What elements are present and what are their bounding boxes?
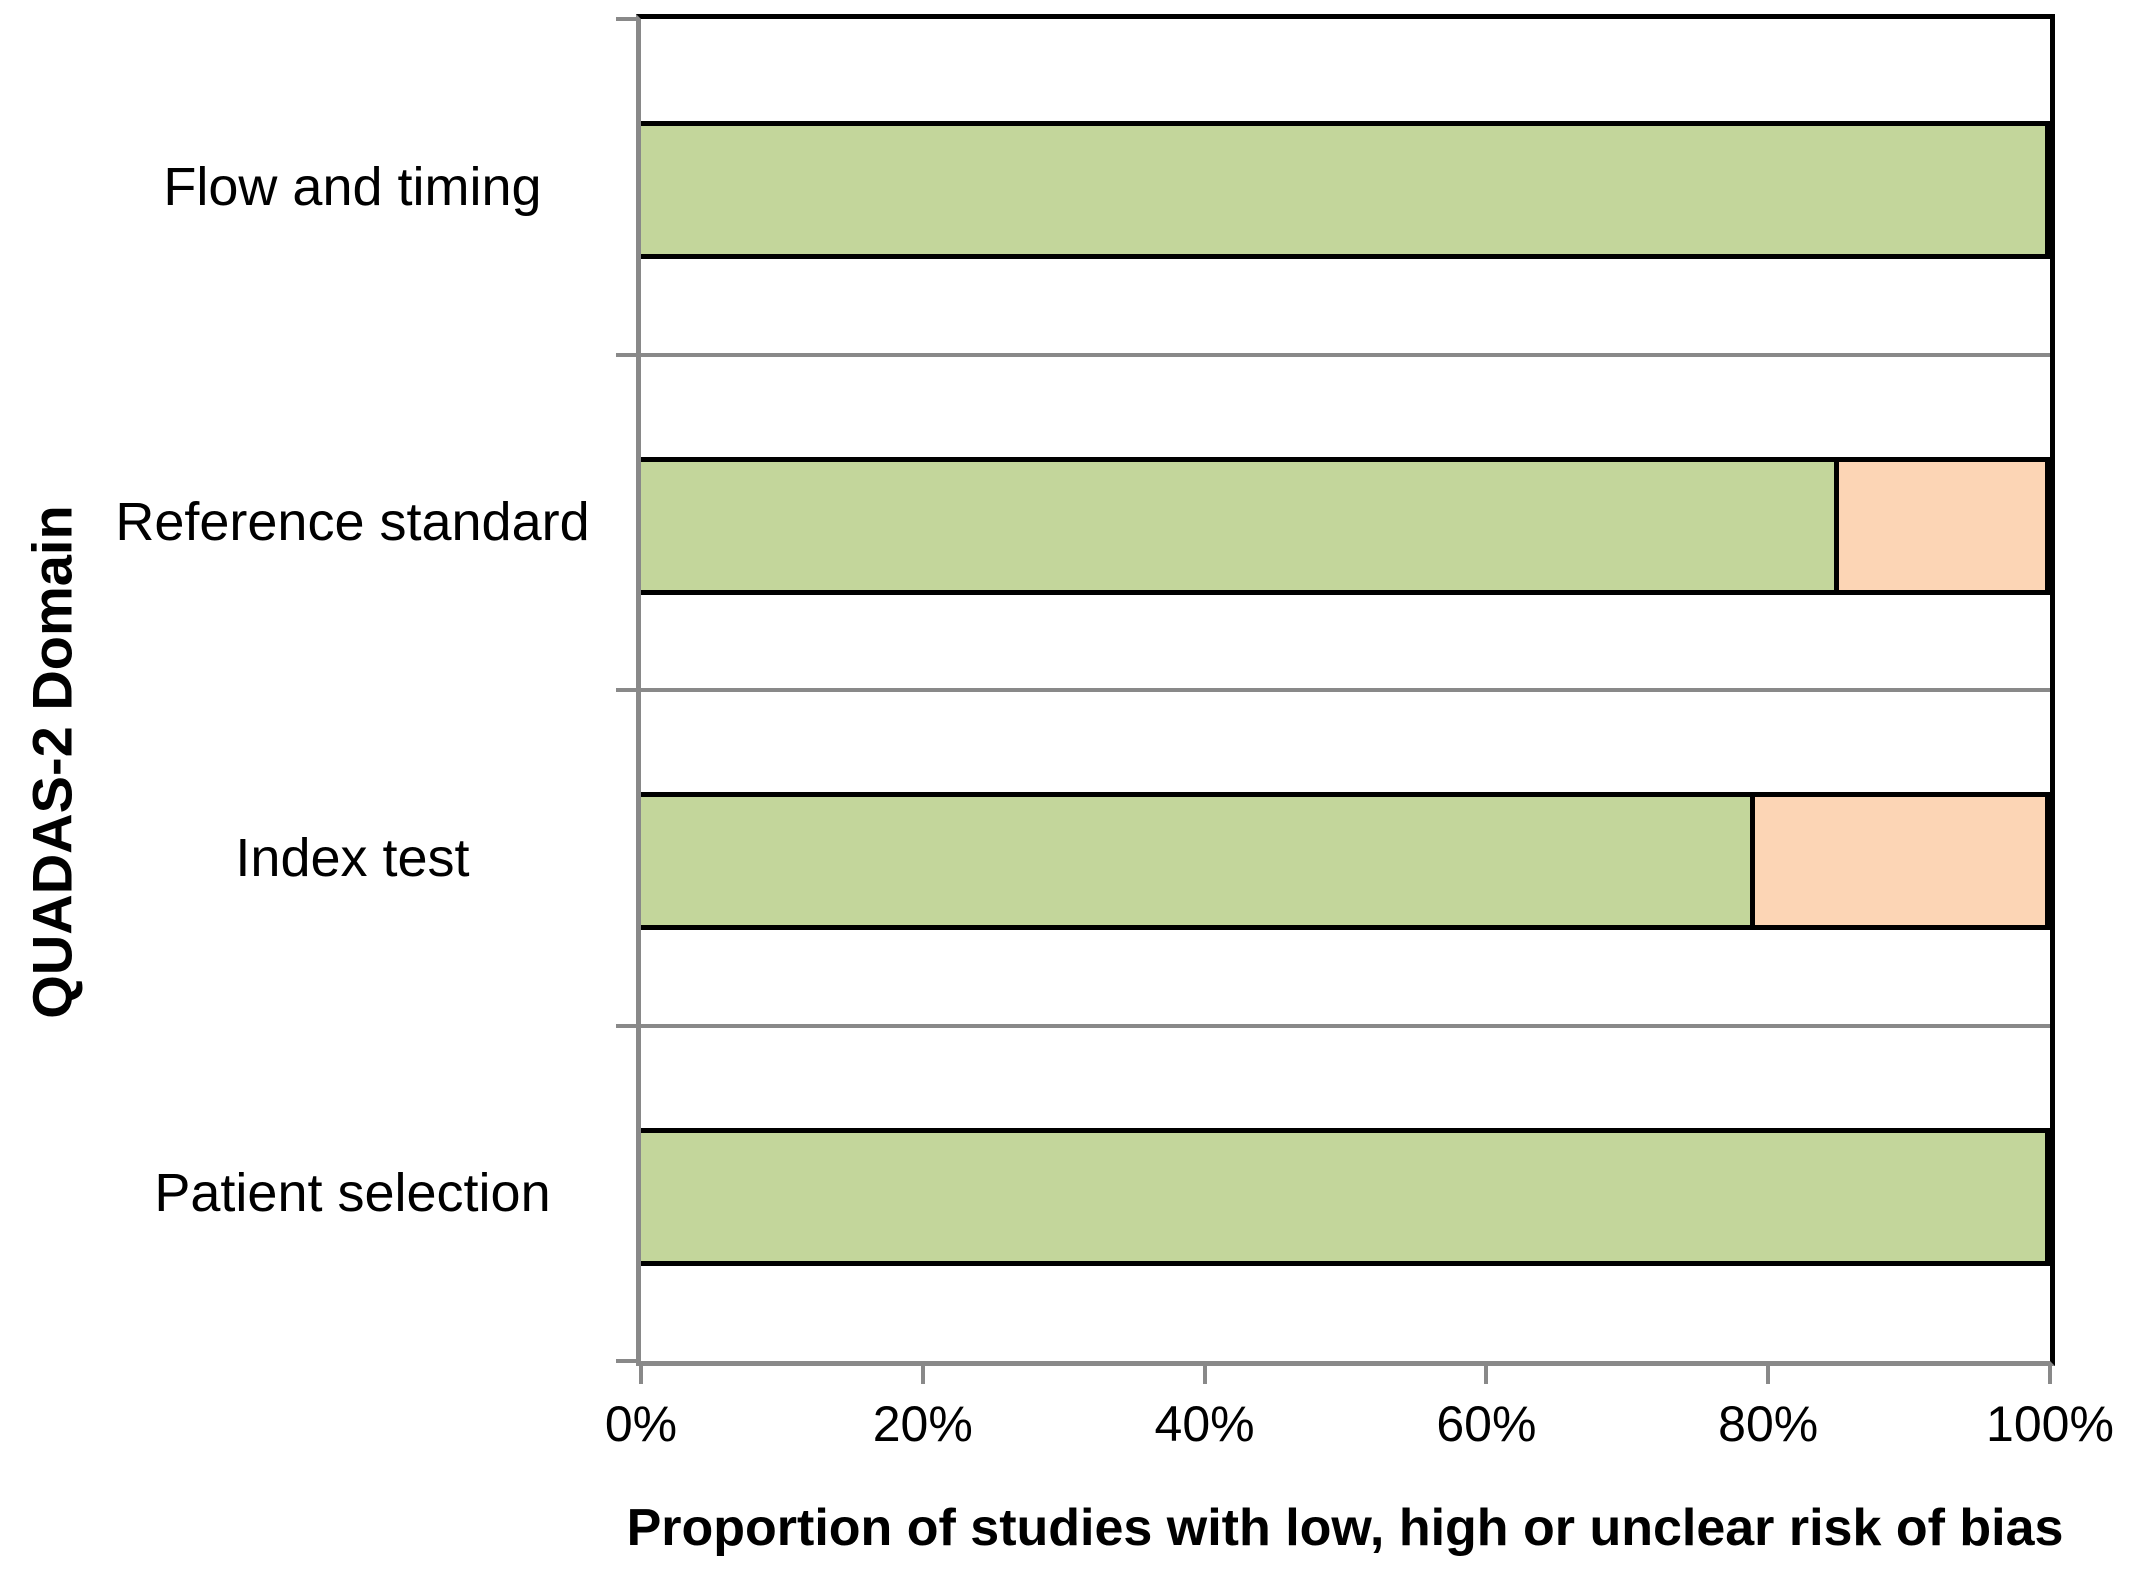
category-axis-tick — [616, 1359, 636, 1363]
x-axis-title: Proportion of studies with low, high or … — [626, 1499, 2064, 1557]
value-axis-tick — [1202, 1366, 1207, 1384]
x-tick-label: 20% — [872, 1396, 973, 1452]
bar-segment-green — [641, 126, 2045, 254]
x-tick-label: 60% — [1436, 1396, 1537, 1452]
bar-row — [641, 792, 2050, 930]
value-axis-tick — [639, 1366, 643, 1384]
y-axis-title: QUADAS-2 Domain — [20, 505, 84, 1019]
value-axis-tick — [2048, 1366, 2052, 1384]
bar-segment-orange — [1834, 461, 2045, 590]
bar-row — [641, 456, 2050, 595]
category-axis-tick — [616, 688, 636, 692]
category-gridline — [641, 352, 2050, 357]
x-tick-label: 0% — [604, 1396, 678, 1452]
category-label: Index test — [235, 827, 470, 888]
category-gridline — [641, 1023, 2050, 1028]
category-axis-tick — [616, 352, 636, 357]
category-label: Patient selection — [154, 1163, 551, 1224]
bar-segment-orange — [1750, 797, 2045, 925]
value-axis-tick — [1484, 1366, 1489, 1384]
category-axis-tick — [616, 17, 636, 21]
category-label: Flow and timing — [163, 156, 542, 217]
x-tick-label: 80% — [1718, 1396, 1819, 1452]
bar-segment-green — [641, 461, 1835, 590]
bar-row — [641, 1127, 2050, 1266]
bar-segment-green — [641, 1132, 2045, 1261]
bar-row — [641, 121, 2050, 259]
x-tick-label: 100% — [1986, 1396, 2114, 1452]
x-tick-label: 40% — [1154, 1396, 1255, 1452]
category-gridline — [641, 688, 2050, 692]
value-axis-tick — [920, 1366, 925, 1384]
bar-segment-green — [641, 797, 1751, 925]
value-axis-tick — [1766, 1366, 1771, 1384]
category-label: Reference standard — [115, 492, 590, 553]
category-axis-tick — [616, 1023, 636, 1028]
